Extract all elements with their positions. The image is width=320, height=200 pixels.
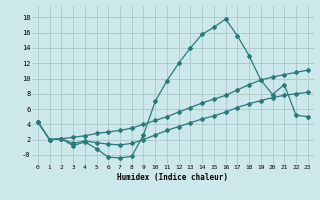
X-axis label: Humidex (Indice chaleur): Humidex (Indice chaleur) [117,173,228,182]
